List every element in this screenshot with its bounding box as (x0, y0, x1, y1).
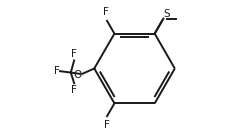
Text: O: O (73, 70, 81, 80)
Text: F: F (71, 49, 77, 59)
Text: F: F (53, 66, 59, 76)
Text: F: F (104, 120, 110, 130)
Text: S: S (163, 9, 169, 19)
Text: F: F (71, 85, 77, 95)
Text: F: F (102, 7, 108, 17)
